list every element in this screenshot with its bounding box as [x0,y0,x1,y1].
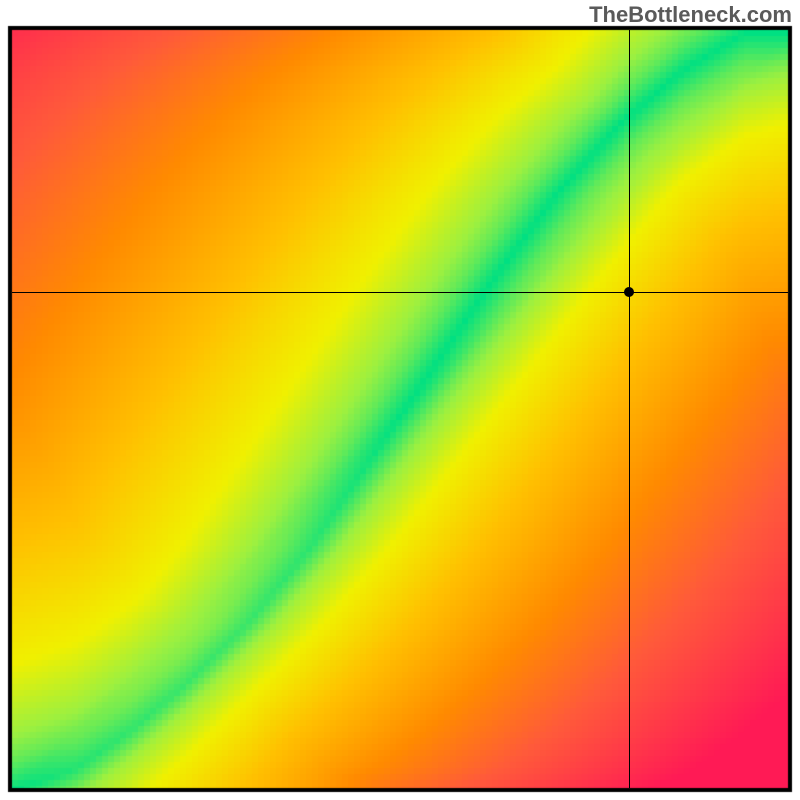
crosshair-marker [624,287,634,297]
crosshair-horizontal [12,292,788,293]
crosshair-vertical [629,30,630,788]
attribution-text: TheBottleneck.com [589,2,792,28]
heatmap-canvas [0,0,800,800]
chart-container: TheBottleneck.com [0,0,800,800]
